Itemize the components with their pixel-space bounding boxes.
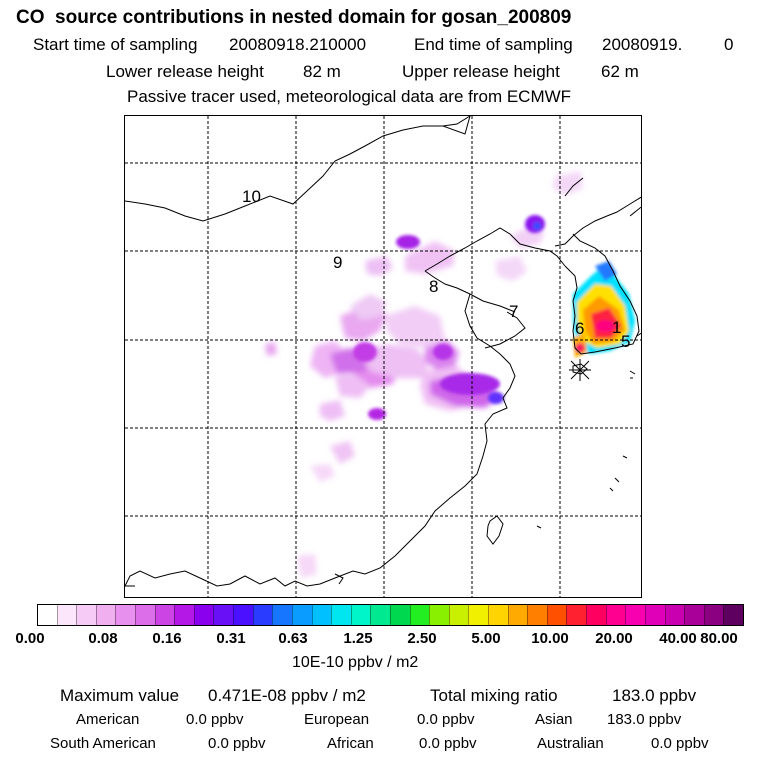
colorbar-segment <box>605 605 626 625</box>
colorbar-segment <box>625 605 645 625</box>
total-mixing-label: Total mixing ratio <box>430 686 558 705</box>
colorbar-segment <box>193 605 214 625</box>
tracer-note: Passive tracer used, meteorological data… <box>127 87 572 106</box>
start-time-label: Start time of sampling <box>33 35 198 54</box>
end-time-label: End time of sampling <box>414 35 573 54</box>
region-label-9: 9 <box>333 253 342 272</box>
colorbar-unit: 10E-10 ppbv / m2 <box>292 654 419 671</box>
region-label-5: 5 <box>621 332 630 351</box>
total-mixing-value: 183.0 ppbv <box>612 686 697 705</box>
colorbar-segment <box>370 605 390 625</box>
colorbar-segment <box>468 605 489 625</box>
colorbar-segment <box>135 605 155 625</box>
upper-release-label: Upper release height <box>402 62 560 81</box>
start-time-value: 20080918.210000 <box>229 35 367 54</box>
colorbar-tick-label: 0.16 <box>152 630 182 647</box>
korea-hotspot <box>573 261 635 358</box>
colorbar-segment <box>586 605 606 625</box>
max-value-label: Maximum value <box>60 686 180 705</box>
colorbar-segment <box>684 605 704 625</box>
max-value: 0.471E-08 ppbv / m2 <box>208 686 366 705</box>
colorbar-segment <box>56 605 77 625</box>
colorbar-segment <box>409 605 430 625</box>
colorbar-tick-label: 0.31 <box>216 630 246 647</box>
colorbar-tick-label: 5.00 <box>471 630 501 647</box>
colorbar-tick-label: 0.00 <box>15 630 45 647</box>
colorbar-segment <box>174 605 194 625</box>
australian-label: Australian <box>537 735 604 752</box>
colorbar-segment <box>703 605 724 625</box>
colorbar-segment <box>644 605 665 625</box>
lat-lon-grid <box>125 116 641 597</box>
asian-label: Asian <box>535 711 573 728</box>
colorbar-segment <box>507 605 528 625</box>
american-value: 0.0 ppbv <box>186 711 244 728</box>
lower-release-value: 82 m <box>303 62 341 81</box>
region-label-7: 7 <box>509 302 518 321</box>
colorbar-segment <box>291 605 312 625</box>
colorbar-tick-label: 2.50 <box>407 630 437 647</box>
colorbar-segment <box>252 605 273 625</box>
region-label-6: 6 <box>575 319 584 338</box>
colorbar-segment <box>154 605 175 625</box>
colorbar-segment <box>272 605 292 625</box>
colorbar-segment <box>527 605 547 625</box>
colorbar-segment <box>213 605 234 625</box>
south-american-value: 0.0 ppbv <box>208 735 266 752</box>
colorbar-segment <box>115 605 136 625</box>
colorbar-tick-label: 80.00 <box>700 630 738 647</box>
region-label-10: 10 <box>242 187 261 206</box>
colorbar-segment <box>389 605 410 625</box>
australian-value: 0.0 ppbv <box>651 735 709 752</box>
colorbar-segment <box>350 605 371 625</box>
region-label-1: 1 <box>612 318 621 337</box>
colorbar-tick-label: 40.00 <box>659 630 697 647</box>
colorbar-segment <box>38 605 57 625</box>
map-canvas: 10 9 8 7 6 1 5 <box>125 116 641 597</box>
colorbar-segment <box>566 605 587 625</box>
colorbar-tick-label: 0.63 <box>278 630 308 647</box>
region-label-8: 8 <box>429 277 438 296</box>
colorbar-segment <box>488 605 508 625</box>
african-label: African <box>327 735 374 752</box>
colorbar-tick-label: 1.25 <box>343 630 373 647</box>
european-value: 0.0 ppbv <box>417 711 475 728</box>
colorbar-segment <box>723 605 743 625</box>
colorbar <box>37 604 744 626</box>
american-label: American <box>76 711 140 728</box>
colorbar-segment <box>429 605 449 625</box>
upper-release-value: 62 m <box>601 62 639 81</box>
colorbar-segment <box>448 605 469 625</box>
colorbar-segment <box>311 605 332 625</box>
colorbar-segment <box>664 605 685 625</box>
colorbar-segment <box>95 605 116 625</box>
european-label: European <box>304 711 370 728</box>
receptor-asterisk-icon <box>569 359 591 381</box>
colorbar-tick-label: 20.00 <box>595 630 633 647</box>
plot-title: CO source contributions in nested domain… <box>16 7 572 28</box>
colorbar-segment <box>546 605 567 625</box>
colorbar-tick-label: 10.00 <box>531 630 569 647</box>
region-labels: 10 9 8 7 6 1 5 <box>242 187 630 351</box>
colorbar-segment <box>233 605 253 625</box>
colorbar-tick-label: 0.08 <box>88 630 118 647</box>
end-time-suffix: 0 <box>724 35 734 54</box>
colorbar-segment <box>76 605 96 625</box>
colorbar-segment <box>331 605 351 625</box>
concentration-field-core <box>353 215 545 420</box>
end-time-value: 20080919. <box>602 35 683 54</box>
coastlines <box>125 116 641 587</box>
asian-value: 183.0 ppbv <box>607 711 682 728</box>
african-value: 0.0 ppbv <box>419 735 477 752</box>
lower-release-label: Lower release height <box>106 62 264 81</box>
map-panel: 10 9 8 7 6 1 5 <box>124 115 642 598</box>
south-american-label: South American <box>50 735 156 752</box>
